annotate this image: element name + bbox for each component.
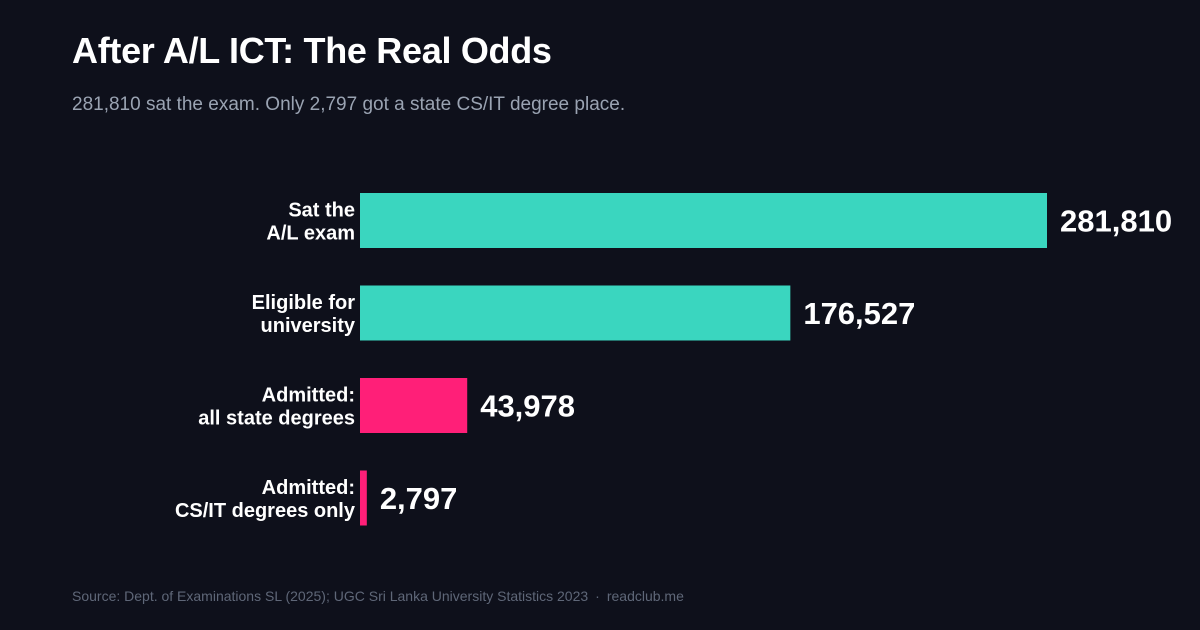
site-name: readclub.me bbox=[606, 588, 684, 604]
value-label-1: 176,527 bbox=[803, 296, 915, 331]
bar-3 bbox=[360, 470, 367, 526]
category-label-2: Admitted: all state degrees bbox=[198, 385, 355, 430]
category-label-0: Sat the A/L exam bbox=[266, 200, 355, 245]
source-text: Source: Dept. of Examinations SL (2025);… bbox=[72, 588, 589, 604]
bar-1 bbox=[360, 285, 791, 341]
bar-0 bbox=[360, 193, 1047, 248]
source-footer: Source: Dept. of Examinations SL (2025);… bbox=[72, 588, 684, 604]
chart-title: After A/L ICT: The Real Odds bbox=[72, 30, 552, 71]
value-label-3: 2,797 bbox=[380, 481, 458, 516]
category-label-1: Eligible for university bbox=[252, 292, 356, 337]
value-label-2: 43,978 bbox=[480, 389, 575, 424]
bar-2 bbox=[360, 378, 468, 433]
chart-subtitle: 281,810 sat the exam. Only 2,797 got a s… bbox=[72, 94, 626, 115]
category-label-3: Admitted: CS/IT degrees only bbox=[175, 477, 356, 522]
footer-separator: · bbox=[595, 588, 600, 604]
value-label-0: 281,810 bbox=[1060, 204, 1172, 239]
